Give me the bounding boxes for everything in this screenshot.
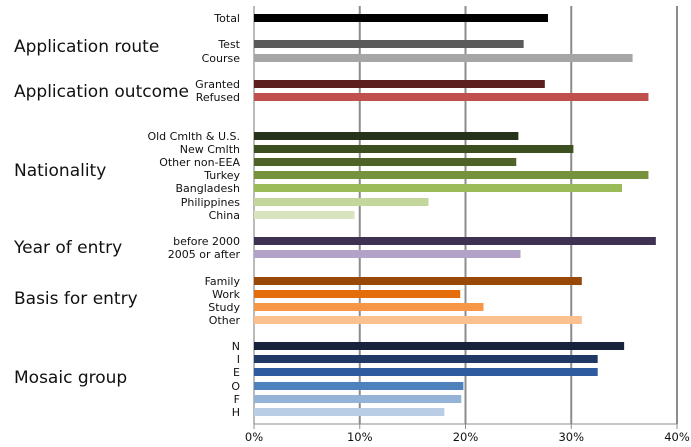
group-label-nationality: Nationality bbox=[14, 161, 106, 181]
x-tick-label: 40% bbox=[664, 430, 690, 444]
category-label-study: Study bbox=[208, 301, 240, 314]
bar-other-non-eea bbox=[254, 158, 517, 166]
bar-family bbox=[254, 277, 582, 285]
bar-total bbox=[254, 14, 548, 22]
bar-f bbox=[254, 395, 462, 403]
group-label-mosaic-group: Mosaic group bbox=[14, 368, 127, 388]
bar-i bbox=[254, 355, 598, 363]
category-label-granted: Granted bbox=[195, 78, 240, 91]
category-label-other-non-eea: Other non-EEA bbox=[159, 156, 240, 169]
group-label-application-outcome: Application outcome bbox=[14, 82, 189, 102]
x-tick-label: 10% bbox=[347, 430, 373, 444]
bar-new-cmlth bbox=[254, 145, 574, 153]
category-label-n: N bbox=[232, 340, 240, 353]
bar-turkey bbox=[254, 171, 649, 179]
category-label-other: Other bbox=[209, 314, 241, 327]
category-label-i: I bbox=[237, 353, 240, 366]
bar-study bbox=[254, 303, 484, 311]
group-labels: Application route Application outcome Nati… bbox=[13, 37, 189, 388]
category-label-china: China bbox=[209, 209, 240, 222]
category-label-old-cmlth-u-s: Old Cmlth & U.S. bbox=[147, 130, 240, 143]
x-tick-label: 30% bbox=[558, 430, 584, 444]
bar-before-2000 bbox=[254, 237, 656, 245]
group-label-basis-for-entry: Basis for entry bbox=[14, 289, 138, 309]
category-label-turkey: Turkey bbox=[203, 169, 240, 182]
bar-bangladesh bbox=[254, 184, 623, 192]
category-label-before-2000: before 2000 bbox=[173, 235, 240, 248]
category-label-refused: Refused bbox=[196, 91, 240, 104]
bar-philippines bbox=[254, 198, 429, 206]
bar-work bbox=[254, 290, 461, 298]
bar-other bbox=[254, 316, 582, 324]
category-label-2005-or-after: 2005 or after bbox=[168, 248, 241, 261]
bar-china bbox=[254, 211, 355, 219]
bar-course bbox=[254, 54, 633, 62]
x-axis-ticks: 0% 10% 20% 30% 40% bbox=[245, 430, 690, 444]
bars bbox=[254, 14, 656, 416]
category-label-total: Total bbox=[213, 12, 240, 25]
category-label-bangladesh: Bangladesh bbox=[176, 182, 241, 195]
category-label-work: Work bbox=[212, 288, 240, 301]
x-tick-label: 0% bbox=[245, 430, 263, 444]
category-label-course: Course bbox=[202, 52, 241, 65]
bar-e bbox=[254, 368, 598, 376]
category-label-philippines: Philippines bbox=[181, 196, 241, 209]
bar-granted bbox=[254, 80, 545, 88]
group-label-year-of-entry: Year of entry bbox=[13, 238, 122, 258]
bar-o bbox=[254, 382, 464, 390]
bar-old-cmlth-u-s bbox=[254, 132, 519, 140]
category-label-family: Family bbox=[205, 275, 241, 288]
bar-test bbox=[254, 40, 524, 48]
category-label-test: Test bbox=[217, 38, 240, 51]
category-label-o: O bbox=[231, 380, 240, 393]
category-label-e: E bbox=[233, 366, 240, 379]
bar-n bbox=[254, 342, 625, 350]
group-label-application-route: Application route bbox=[14, 37, 159, 57]
grid-lines bbox=[253, 6, 678, 429]
x-tick-label: 20% bbox=[453, 430, 479, 444]
bar-2005-or-after bbox=[254, 250, 521, 258]
bar-h bbox=[254, 408, 445, 416]
bar-refused bbox=[254, 93, 649, 101]
category-label-new-cmlth: New Cmlth bbox=[180, 143, 240, 156]
category-label-f: F bbox=[234, 393, 240, 406]
category-label-h: H bbox=[232, 406, 240, 419]
